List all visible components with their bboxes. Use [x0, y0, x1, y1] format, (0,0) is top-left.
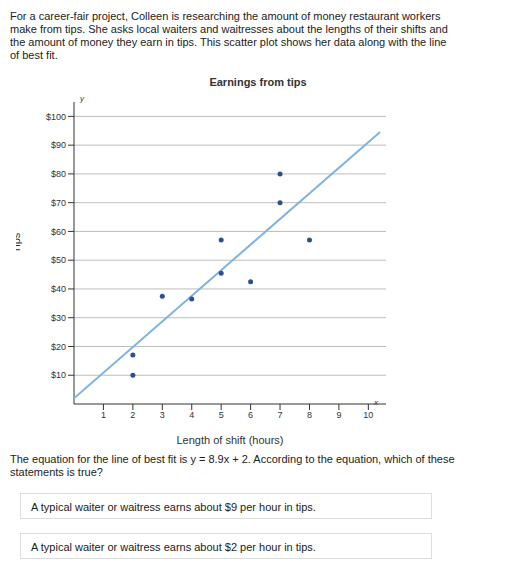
svg-text:6: 6	[248, 410, 253, 420]
html-text:A typical waiter or waitress e: A typical waiter or waitress earns about…	[31, 541, 316, 553]
html-text:Earnings from tips: Earnings from tips	[209, 76, 307, 88]
html-text:x: x	[374, 398, 378, 407]
svg-text:$50: $50	[51, 255, 66, 265]
svg-text:7: 7	[278, 410, 283, 420]
svg-text:$70: $70	[51, 198, 66, 208]
svg-text:10: 10	[363, 410, 373, 420]
svg-text:8: 8	[307, 410, 312, 420]
svg-text:Length of shift (hours): Length of shift (hours)	[176, 434, 283, 446]
svg-text:$60: $60	[51, 227, 66, 237]
svg-text:1: 1	[101, 410, 106, 420]
html-text:A typical waiter or waitress e: A typical waiter or waitress earns about…	[31, 501, 316, 513]
svg-text:$80: $80	[51, 169, 66, 179]
svg-text:2: 2	[130, 410, 135, 420]
html-text:For a career-fair project, Col: For a career-fair project, Colleen is re…	[10, 10, 448, 61]
svg-text:4: 4	[189, 410, 194, 420]
svg-text:$100: $100	[46, 112, 66, 122]
svg-text:$40: $40	[51, 284, 66, 294]
svg-text:9: 9	[336, 410, 341, 420]
html-text:y: y	[80, 94, 84, 103]
svg-text:$90: $90	[51, 140, 66, 150]
svg-text:5: 5	[219, 410, 224, 420]
html-text:The equation for the line of b: The equation for the line of best fit is…	[10, 453, 455, 478]
svg-text:3: 3	[160, 410, 165, 420]
svg-text:$30: $30	[51, 313, 66, 323]
svg-text:$10: $10	[51, 370, 66, 380]
svg-text:$20: $20	[51, 342, 66, 352]
svg-text:Tips: Tips	[16, 232, 22, 253]
